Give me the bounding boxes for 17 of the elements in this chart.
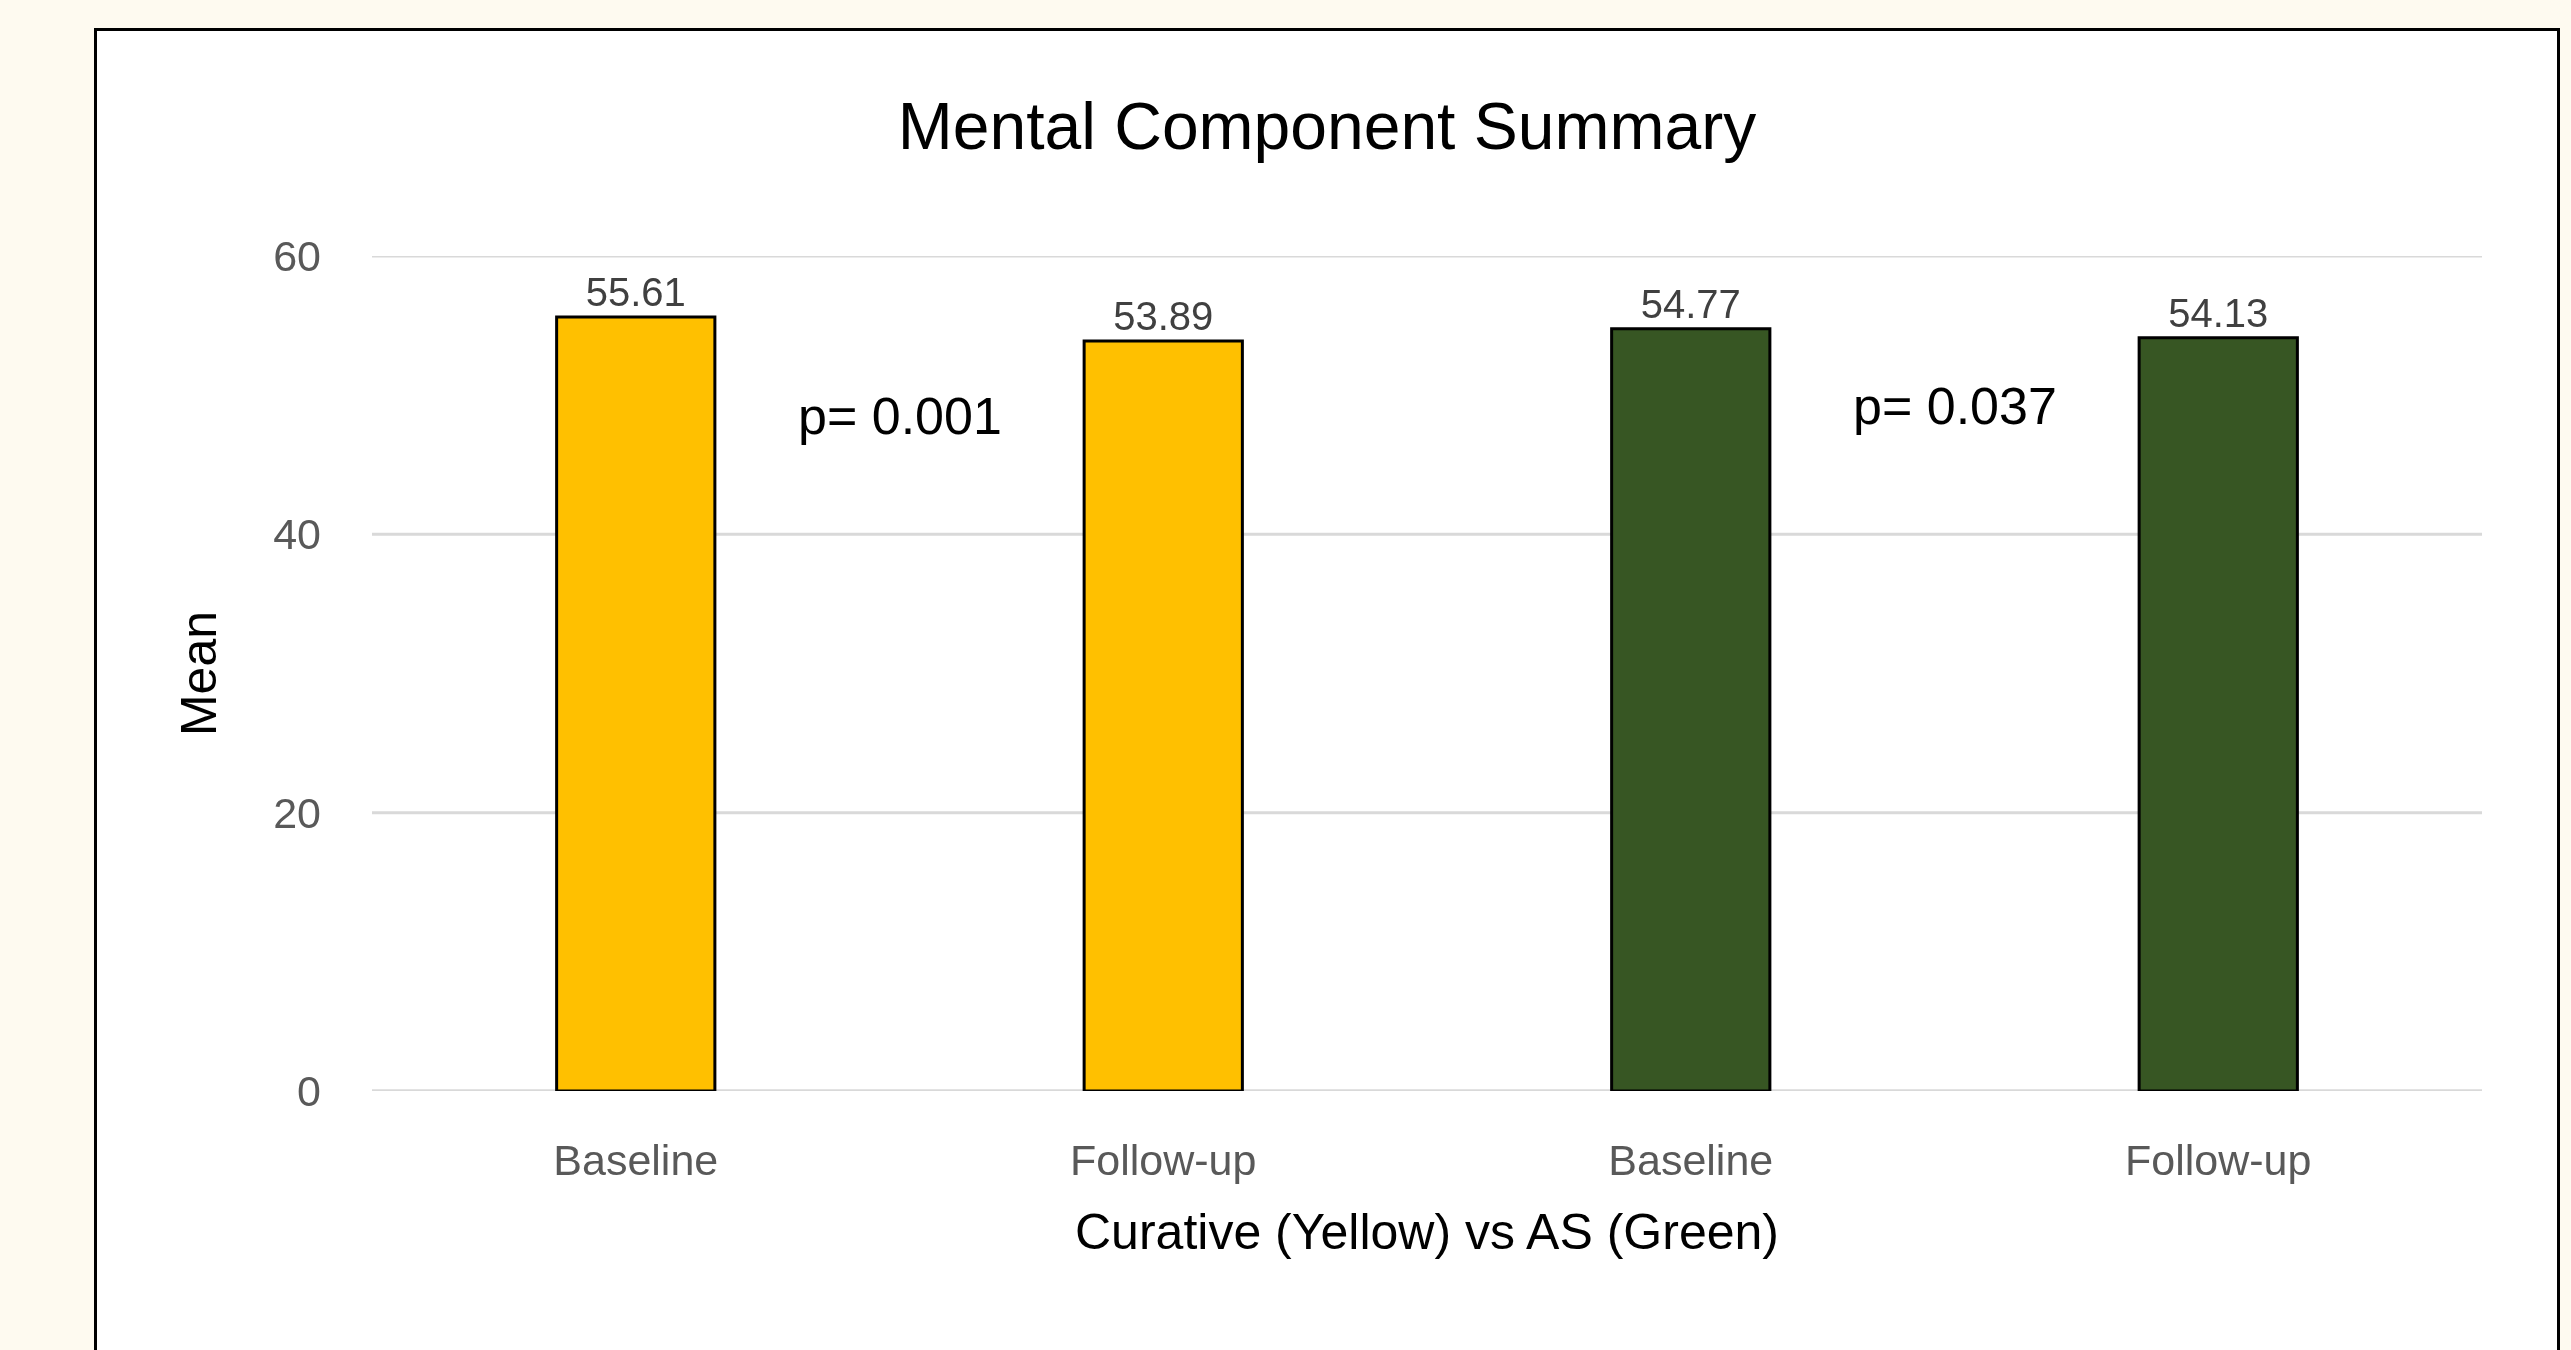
annotation: p= 0.001	[798, 387, 1002, 445]
data-label: 53.89	[1113, 294, 1214, 339]
y-tick-label: 60	[273, 232, 321, 281]
data-label: 55.61	[585, 270, 686, 315]
x-axis-title: Curative (Yellow) vs AS (Green)	[1075, 1203, 1779, 1260]
y-axis-title: Mean	[171, 610, 228, 737]
y-tick-label: 0	[297, 1067, 321, 1116]
x-tick-label: Baseline	[553, 1136, 719, 1184]
data-label: 54.77	[1640, 281, 1741, 326]
x-tick-label: Baseline	[1608, 1136, 1774, 1184]
y-tick-label: 40	[273, 510, 321, 559]
y-tick-label: 20	[273, 788, 321, 837]
annotation: p= 0.037	[1853, 377, 2057, 435]
x-tick-label: Follow-up	[2125, 1136, 2312, 1184]
chart-title: Mental Component Summary	[897, 89, 1757, 164]
x-tick-label: Follow-up	[1070, 1136, 1257, 1184]
data-label: 54.13	[2168, 290, 2269, 335]
